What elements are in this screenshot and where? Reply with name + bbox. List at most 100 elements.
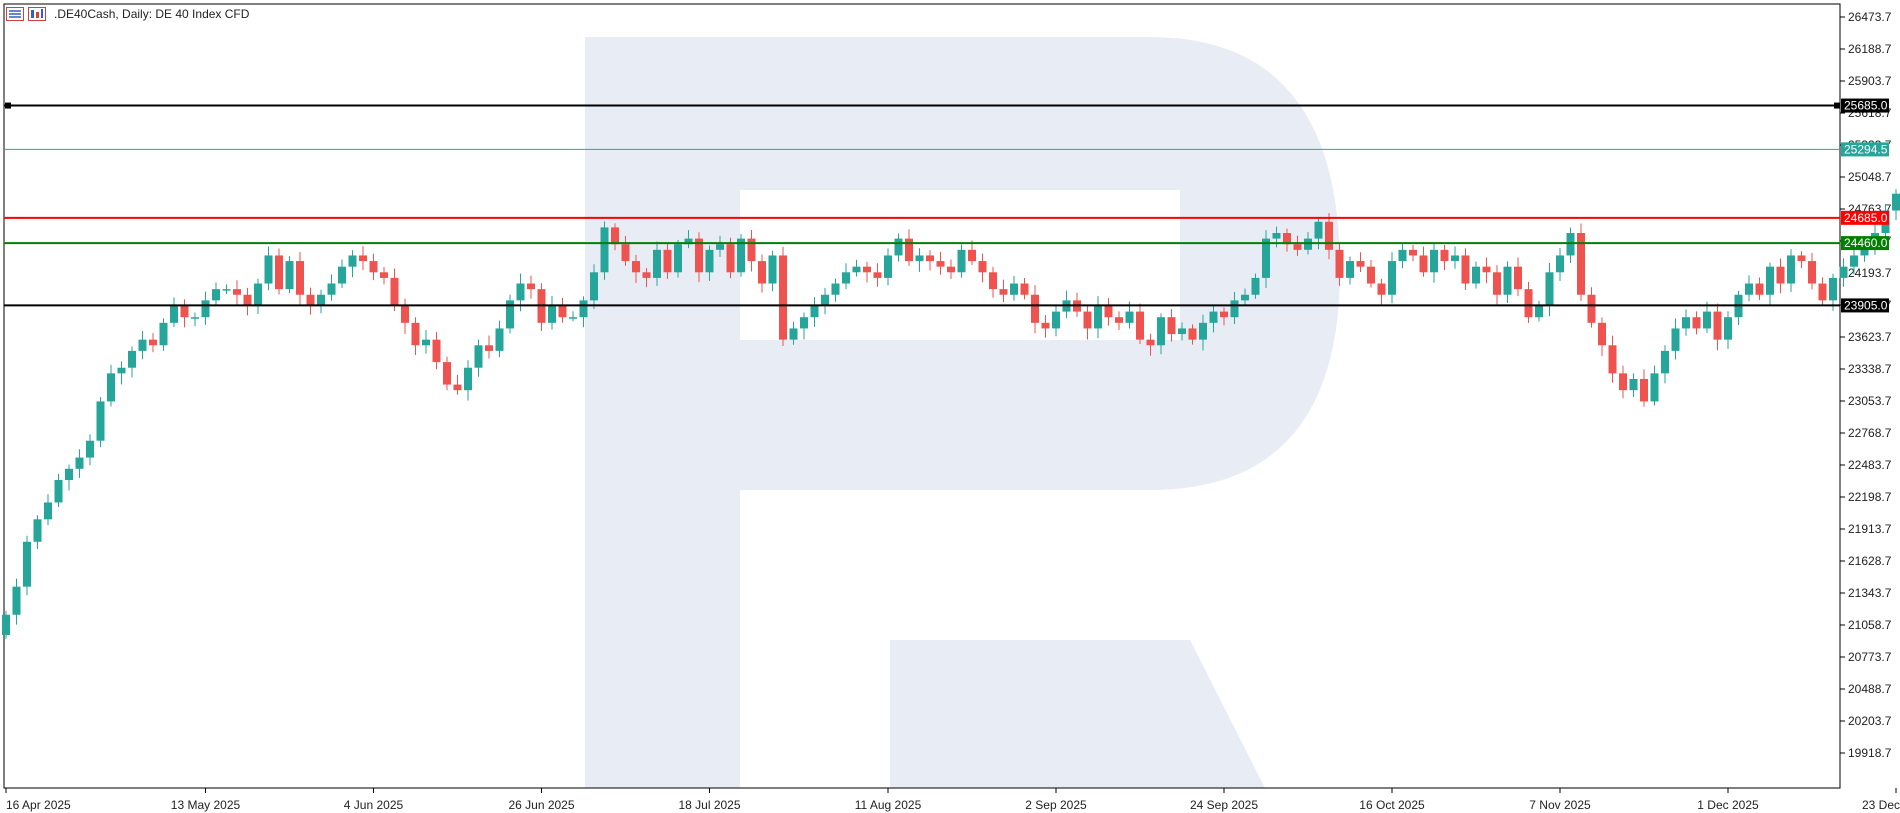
level-price-tag: [1841, 98, 1889, 113]
y-tick-label: 21058.7: [1848, 618, 1892, 632]
candle-bull: [516, 283, 525, 301]
candle-bull: [1241, 294, 1249, 301]
x-tick-label: 2 Sep 2025: [1025, 798, 1087, 812]
level-price-label: 24685.0: [1844, 211, 1888, 225]
chart-bars-icon[interactable]: [28, 7, 46, 21]
candle-bear: [1818, 283, 1827, 301]
candle-bear: [1377, 283, 1386, 295]
x-tick-label: 4 Jun 2025: [344, 798, 404, 812]
candle-bear: [632, 261, 640, 273]
candle-bull: [254, 283, 262, 306]
candle-bull: [653, 249, 661, 278]
candle-bear: [149, 339, 157, 346]
level-handle-left[interactable]: [5, 102, 11, 109]
candle-bull: [222, 289, 231, 291]
candle-bear: [1167, 317, 1176, 335]
candle-bear: [1776, 266, 1785, 284]
candle-bear: [1461, 255, 1470, 284]
candle-bear: [1283, 232, 1291, 245]
candle-bull: [1209, 311, 1218, 323]
x-tick-label: 1 Dec 2025: [1697, 798, 1759, 812]
candle-bear: [296, 261, 304, 295]
x-tick-label: 16 Oct 2025: [1359, 798, 1425, 812]
candle-bear: [758, 261, 766, 284]
candle-bear: [306, 294, 315, 306]
candle-bull: [716, 244, 724, 250]
x-tick-label: 13 May 2025: [171, 798, 241, 812]
y-tick-label: 26188.7: [1848, 42, 1892, 56]
candle-bull: [1629, 378, 1638, 391]
y-tick-label: 22483.7: [1848, 458, 1892, 472]
candle-bull: [1178, 328, 1186, 335]
chart-list-icon[interactable]: [6, 7, 24, 21]
candle-bull: [1860, 249, 1869, 256]
level-handle-right[interactable]: [1834, 102, 1840, 109]
candle-bear: [1440, 249, 1449, 262]
candle-bear: [1409, 249, 1417, 256]
candle-bull: [569, 317, 577, 319]
plot-frame: [3, 3, 1841, 789]
candle-bull: [1157, 317, 1165, 346]
candle-bull: [842, 272, 850, 284]
candle-bear: [1640, 378, 1648, 402]
chart-title: .DE40Cash, Daily: DE 40 Index CFD: [54, 7, 250, 21]
y-tick-label: 25048.7: [1848, 170, 1892, 184]
y-tick-label: 20203.7: [1848, 714, 1892, 728]
candle-bear: [1419, 255, 1428, 273]
candle-bear: [1293, 244, 1302, 250]
candle-bull: [96, 401, 105, 441]
candle-bull: [285, 261, 294, 290]
y-tick-label: 21343.7: [1848, 586, 1892, 600]
candle-bull: [674, 244, 682, 273]
candle-bear: [432, 339, 441, 363]
candle-bull: [264, 255, 273, 284]
candle-bear: [1356, 261, 1365, 267]
candle-bear: [1041, 322, 1050, 329]
y-tick-label: 25903.7: [1848, 74, 1892, 88]
candle-bear: [1083, 311, 1092, 329]
candle-bear: [243, 294, 252, 306]
y-tick-label: 26473.7: [1848, 10, 1892, 24]
candle-bull: [170, 305, 178, 323]
candle-bull: [1787, 255, 1795, 284]
candle-bear: [1115, 317, 1123, 323]
candle-bear: [905, 238, 913, 262]
candle-bull: [884, 255, 892, 278]
level-price-tag: [1841, 298, 1889, 313]
candle-bear: [1136, 311, 1144, 340]
candle-bull: [23, 541, 31, 587]
candle-bear: [1524, 289, 1533, 318]
x-tick-label: 26 Jun 2025: [508, 798, 574, 812]
candle-bear: [401, 305, 409, 323]
y-tick-label: 23053.7: [1848, 394, 1892, 408]
level-price-tag: [1841, 142, 1889, 157]
candle-bull: [579, 300, 588, 318]
candle-bull: [548, 305, 556, 323]
candle-bull: [1125, 311, 1134, 323]
candle-bull: [1199, 322, 1207, 340]
candle-bear: [663, 249, 672, 273]
candle-bull: [1388, 261, 1396, 295]
candle-bull: [201, 300, 210, 318]
candle-bear: [999, 289, 1008, 295]
candle-bear: [453, 384, 462, 391]
candle-bear: [1367, 266, 1375, 284]
candle-bull: [1566, 232, 1575, 256]
candle-bear: [1587, 294, 1596, 323]
y-tick-label: 21913.7: [1848, 522, 1892, 536]
candle-bear: [411, 322, 420, 346]
candle-bull: [1052, 311, 1060, 329]
candle-bull: [44, 502, 52, 520]
level-price-tag: [1841, 210, 1889, 225]
candle-bull: [1703, 311, 1711, 329]
candle-bull: [1430, 249, 1438, 273]
level-price-label: 24460.0: [1844, 236, 1888, 250]
candle-bull: [1346, 261, 1354, 278]
candle-bear: [1325, 221, 1333, 250]
watermark-logo: [585, 37, 1340, 788]
candle-bull: [737, 238, 745, 273]
candle-bull: [12, 586, 21, 615]
candle-bull: [474, 345, 483, 368]
candle-bear: [1619, 373, 1627, 391]
